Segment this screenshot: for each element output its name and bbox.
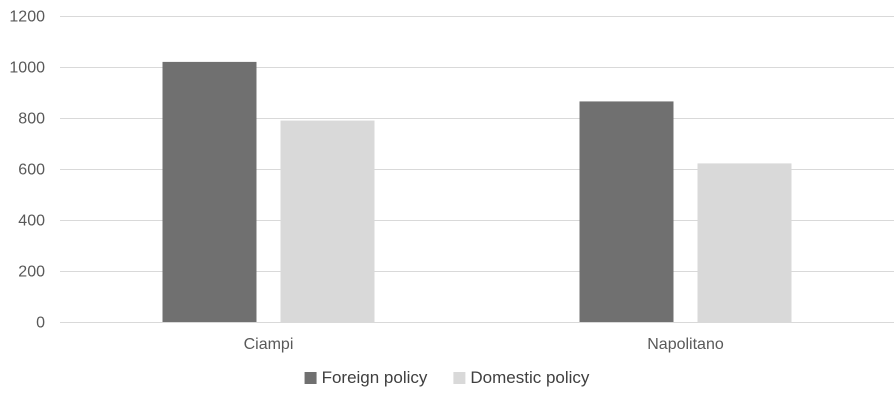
y-tick-label: 0 <box>36 315 45 332</box>
legend-label: Domestic policy <box>470 368 590 387</box>
y-tick-label: 1200 <box>9 9 45 26</box>
bar-foreign-policy-ciampi <box>162 61 257 323</box>
legend-swatch <box>304 372 317 384</box>
y-axis-tick-labels: 0 200 400 600 800 1000 1200 <box>9 9 45 332</box>
x-category-label: Ciampi <box>244 336 294 353</box>
bar-domestic-policy-napolitano <box>697 163 792 322</box>
bars <box>162 61 792 323</box>
x-axis-category-labels: Ciampi Napolitano <box>244 336 724 353</box>
bar-foreign-policy-napolitano <box>579 101 674 322</box>
bar-domestic-policy-ciampi <box>280 120 375 322</box>
y-tick-label: 800 <box>18 111 45 128</box>
y-tick-label: 1000 <box>9 60 45 77</box>
legend-swatch <box>453 372 466 384</box>
legend-label: Foreign policy <box>322 368 428 387</box>
legend: Foreign policy Domestic policy <box>304 368 590 387</box>
x-category-label: Napolitano <box>647 336 724 353</box>
y-tick-label: 600 <box>18 162 45 179</box>
y-tick-label: 200 <box>18 264 45 281</box>
y-tick-label: 400 <box>18 213 45 230</box>
